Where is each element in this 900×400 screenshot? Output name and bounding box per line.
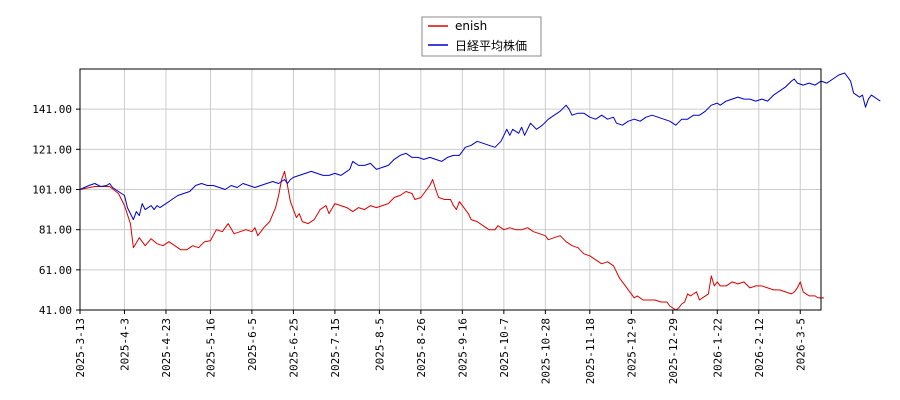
x-tick-label: 2025-11-18 [584, 318, 597, 384]
x-tick-label: 2026-2-12 [753, 318, 766, 378]
legend-label-0: enish [455, 19, 487, 33]
series-line-0 [79, 170, 824, 311]
grid-lines [80, 69, 821, 310]
x-tick-label: 2025-10-28 [539, 318, 552, 384]
x-tick-label: 2025-7-15 [329, 318, 342, 378]
x-tick-label: 2025-12-29 [667, 318, 680, 384]
y-tick-label: 81.00 [39, 224, 72, 237]
legend: enish 日経平均株価 [421, 16, 542, 57]
y-tick-label: 141.00 [32, 103, 72, 116]
series-layer [79, 72, 881, 311]
x-tick-label: 2025-6-5 [246, 318, 259, 371]
x-tick-label: 2026-3-5 [794, 318, 807, 371]
x-tick-label: 2026-1-22 [711, 318, 724, 378]
y-tick-label: 121.00 [32, 143, 72, 156]
x-tick-label: 2025-10-7 [498, 318, 511, 378]
legend-label-1: 日経平均株価 [455, 38, 527, 53]
x-tick-label: 2025-5-16 [204, 318, 217, 378]
y-axis: 41.00 61.00 81.00 101.00 121.00 141.00 [32, 103, 80, 317]
y-tick-label: 41.00 [39, 304, 72, 317]
x-axis: 2025-3-13 2025-4-3 2025-4-23 2025-5-16 2025-… [74, 310, 807, 384]
x-tick-label: 2025-3-13 [74, 318, 87, 378]
y-tick-label: 61.00 [39, 264, 72, 277]
x-tick-label: 2025-6-25 [287, 318, 300, 378]
y-tick-label: 101.00 [32, 184, 72, 197]
x-tick-label: 2025-4-3 [118, 318, 131, 371]
x-tick-label: 2025-12-9 [625, 318, 638, 378]
x-tick-label: 2025-4-23 [160, 318, 173, 378]
series-line-1 [79, 72, 881, 221]
x-tick-label: 2025-9-16 [456, 318, 469, 378]
x-tick-label: 2025-8-26 [415, 318, 428, 378]
legend-box [421, 16, 542, 57]
x-tick-label: 2025-8-5 [373, 318, 386, 371]
